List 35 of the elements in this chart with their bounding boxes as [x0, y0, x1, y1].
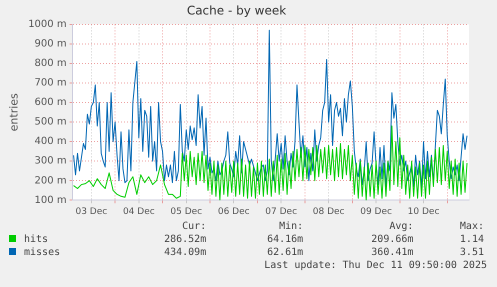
y-tick-label: 700 m [34, 78, 67, 89]
text: 3.51 [458, 246, 485, 259]
x-tick-label: 03 Dec [75, 206, 108, 217]
text: 1.14 [458, 233, 485, 246]
y-tick-label: 600 m [34, 97, 67, 108]
x-tick-label: 05 Dec [170, 206, 202, 217]
text: 64.16m [266, 233, 304, 246]
text: Max: [458, 220, 485, 233]
y-tick-label: 500 m [34, 116, 67, 128]
x-tick-label: 07 Dec [265, 206, 298, 217]
text: Cur: [181, 220, 208, 233]
text: 360.41m [370, 246, 414, 259]
x-tick-label: 04 Dec [122, 206, 155, 217]
chart-title: Cache - by week [186, 3, 286, 18]
text: Last update: Thu Dec 11 09:50:00 2025 [264, 260, 487, 271]
y-tick-label: 100 m [34, 194, 67, 206]
y-axis-title: entries [7, 92, 20, 132]
x-tick-label: 10 Dec [408, 206, 440, 217]
text: 434.09m [163, 246, 208, 259]
y-tick-label: 800 m [34, 58, 67, 70]
text: 286.52m [163, 233, 208, 246]
x-tick-label: 06 Dec [218, 206, 250, 217]
y-tick-label: 200 m [34, 175, 67, 186]
text: Avg: [388, 220, 414, 233]
y-tick-label: 300 m [34, 156, 67, 167]
x-tick-label: 09 Dec [360, 206, 392, 217]
y-tick-label: 900 m [34, 38, 67, 50]
y-tick-label: 1000 m [28, 18, 67, 30]
y-tick-label: 400 m [34, 136, 67, 148]
text: Min: [278, 220, 304, 233]
text: 209.66m [370, 233, 414, 246]
legend-label: misses [24, 247, 60, 258]
x-tick-label: 08 Dec [312, 206, 345, 217]
legend-label: hits [24, 234, 48, 245]
text: 62.61m [266, 246, 304, 259]
